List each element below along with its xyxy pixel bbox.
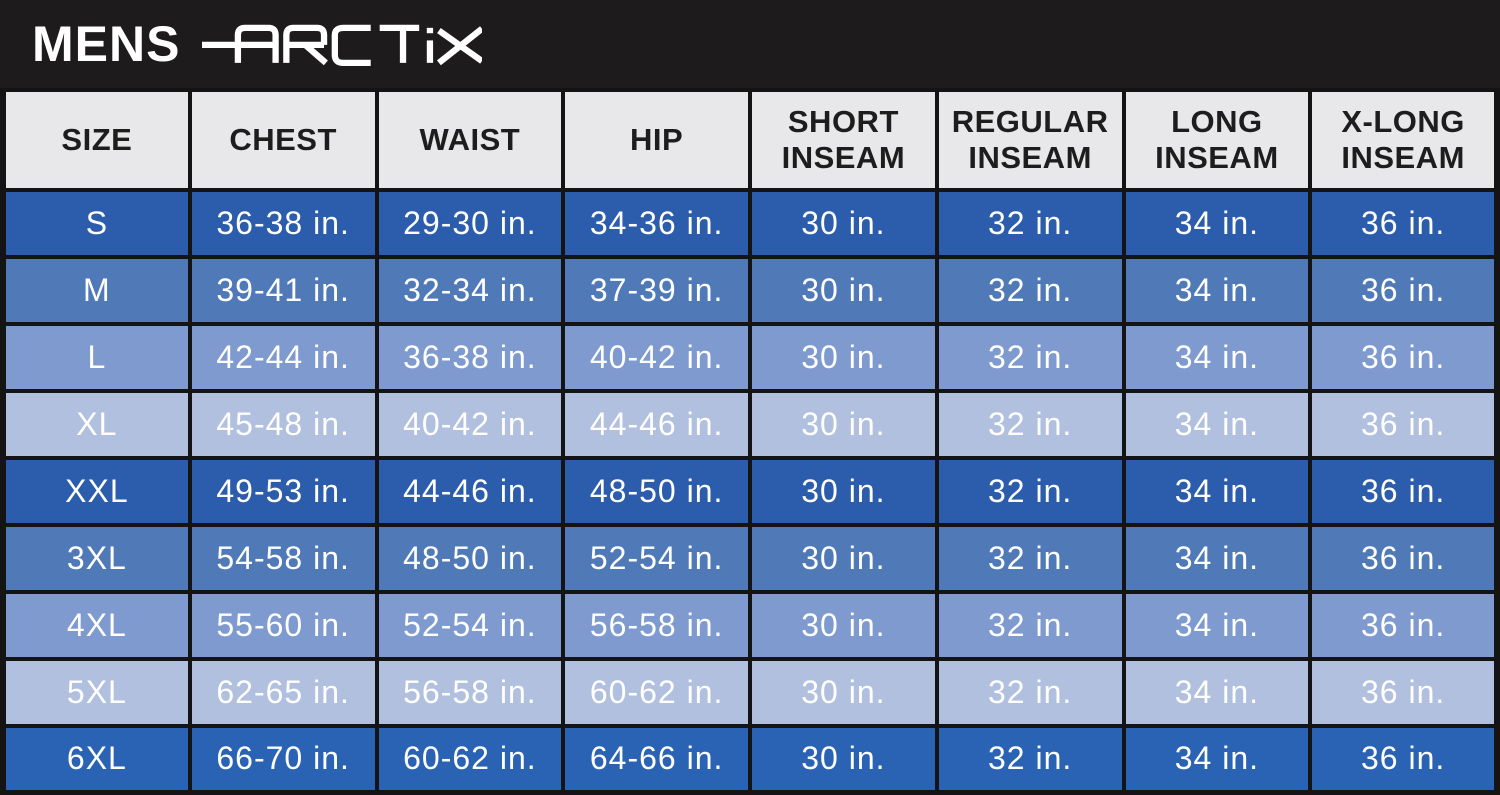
chest-cell: 54-58 in. [187, 523, 379, 594]
chest-cell: 45-48 in. [187, 389, 379, 460]
chest-cell: 36-38 in. [187, 188, 379, 259]
long-inseam-cell: 34 in. [1121, 188, 1313, 259]
long-inseam-cell: 34 in. [1121, 255, 1313, 326]
size-cell: 5XL [1, 657, 192, 728]
arctix-logo-glyphs [202, 24, 483, 66]
size-cell: 3XL [1, 523, 192, 594]
x-long-inseam-cell: 36 in. [1308, 188, 1499, 259]
size-cell: XXL [1, 456, 192, 527]
short-inseam-cell: 30 in. [748, 456, 939, 527]
column-header-x-long-inseam: X-LONG INSEAM [1308, 88, 1499, 192]
size-chart-table: SIZE CHEST WAIST HIP SHORT INSEAM REGULAR INS… [0, 88, 1500, 795]
long-inseam-cell: 34 in. [1121, 523, 1313, 594]
column-header-chest: CHEST [187, 88, 379, 192]
chest-cell: 55-60 in. [187, 590, 379, 661]
table-row-l: L 42-44 in. 36-38 in. 40-42 in. 30 in. 32 in.… [1, 322, 1499, 393]
size-cell: M [1, 255, 192, 326]
x-long-inseam-cell: 36 in. [1308, 255, 1499, 326]
x-long-inseam-cell: 36 in. [1308, 456, 1499, 527]
column-header-short-inseam: SHORT INSEAM [748, 88, 939, 192]
hip-cell: 48-50 in. [561, 456, 752, 527]
arctix-logo [202, 18, 483, 70]
chest-cell: 49-53 in. [187, 456, 379, 527]
long-inseam-cell: 34 in. [1121, 322, 1313, 393]
x-long-inseam-cell: 36 in. [1308, 523, 1499, 594]
mens-title: MENS [32, 16, 181, 72]
hip-cell: 56-58 in. [561, 590, 752, 661]
waist-cell: 52-54 in. [374, 590, 566, 661]
regular-inseam-cell: 32 in. [934, 590, 1126, 661]
short-inseam-cell: 30 in. [748, 724, 939, 795]
table-row-m: M 39-41 in. 32-34 in. 37-39 in. 30 in. 32 in.… [1, 255, 1499, 326]
regular-inseam-cell: 32 in. [934, 389, 1126, 460]
table-row-s: S 36-38 in. 29-30 in. 34-36 in. 30 in. 32 in.… [1, 188, 1499, 259]
chest-cell: 62-65 in. [187, 657, 379, 728]
hip-cell: 64-66 in. [561, 724, 752, 795]
size-cell: XL [1, 389, 192, 460]
short-inseam-cell: 30 in. [748, 389, 939, 460]
column-header-size: SIZE [1, 88, 192, 192]
long-inseam-cell: 34 in. [1121, 590, 1313, 661]
table-row-5xl: 5XL 62-65 in. 56-58 in. 60-62 in. 30 in. 32 i… [1, 657, 1499, 728]
table-row-xl: XL 45-48 in. 40-42 in. 44-46 in. 30 in. 32 in… [1, 389, 1499, 460]
waist-cell: 32-34 in. [374, 255, 566, 326]
short-inseam-cell: 30 in. [748, 523, 939, 594]
x-long-inseam-cell: 36 in. [1308, 724, 1499, 795]
waist-cell: 56-58 in. [374, 657, 566, 728]
chest-cell: 39-41 in. [187, 255, 379, 326]
long-inseam-cell: 34 in. [1121, 389, 1313, 460]
long-inseam-cell: 34 in. [1121, 456, 1313, 527]
regular-inseam-cell: 32 in. [934, 322, 1126, 393]
waist-cell: 44-46 in. [374, 456, 566, 527]
table-row-3xl: 3XL 54-58 in. 48-50 in. 52-54 in. 30 in. 32 i… [1, 523, 1499, 594]
size-chart-body: S 36-38 in. 29-30 in. 34-36 in. 30 in. 32 in.… [1, 188, 1499, 795]
long-inseam-cell: 34 in. [1121, 724, 1313, 795]
waist-cell: 48-50 in. [374, 523, 566, 594]
hip-cell: 60-62 in. [561, 657, 752, 728]
short-inseam-cell: 30 in. [748, 590, 939, 661]
waist-cell: 29-30 in. [374, 188, 566, 259]
column-header-regular-inseam: REGULAR INSEAM [934, 88, 1126, 192]
regular-inseam-cell: 32 in. [934, 456, 1126, 527]
size-cell: L [1, 322, 192, 393]
hip-cell: 34-36 in. [561, 188, 752, 259]
header-row: SIZE CHEST WAIST HIP SHORT INSEAM REGULAR INS… [1, 88, 1499, 192]
column-header-waist: WAIST [374, 88, 566, 192]
size-cell: 4XL [1, 590, 192, 661]
long-inseam-cell: 34 in. [1121, 657, 1313, 728]
x-long-inseam-cell: 36 in. [1308, 657, 1499, 728]
size-cell: 6XL [1, 724, 192, 795]
hip-cell: 44-46 in. [561, 389, 752, 460]
short-inseam-cell: 30 in. [748, 657, 939, 728]
x-long-inseam-cell: 36 in. [1308, 389, 1499, 460]
x-long-inseam-cell: 36 in. [1308, 322, 1499, 393]
waist-cell: 40-42 in. [374, 389, 566, 460]
table-row-xxl: XXL 49-53 in. 44-46 in. 48-50 in. 30 in. 32 i… [1, 456, 1499, 527]
size-chart-header: SIZE CHEST WAIST HIP SHORT INSEAM REGULAR INS… [1, 88, 1499, 192]
regular-inseam-cell: 32 in. [934, 657, 1126, 728]
hip-cell: 52-54 in. [561, 523, 752, 594]
regular-inseam-cell: 32 in. [934, 724, 1126, 795]
brand-banner: MENS [0, 0, 1500, 88]
waist-cell: 36-38 in. [374, 322, 566, 393]
chest-cell: 42-44 in. [187, 322, 379, 393]
size-cell: S [1, 188, 192, 259]
table-row-4xl: 4XL 55-60 in. 52-54 in. 56-58 in. 30 in. 32 i… [1, 590, 1499, 661]
column-header-hip: HIP [561, 88, 752, 192]
regular-inseam-cell: 32 in. [934, 255, 1126, 326]
chest-cell: 66-70 in. [187, 724, 379, 795]
regular-inseam-cell: 32 in. [934, 188, 1126, 259]
x-long-inseam-cell: 36 in. [1308, 590, 1499, 661]
regular-inseam-cell: 32 in. [934, 523, 1126, 594]
hip-cell: 37-39 in. [561, 255, 752, 326]
table-row-6xl: 6XL 66-70 in. 60-62 in. 64-66 in. 30 in. 32 i… [1, 724, 1499, 795]
column-header-long-inseam: LONG INSEAM [1121, 88, 1313, 192]
hip-cell: 40-42 in. [561, 322, 752, 393]
short-inseam-cell: 30 in. [748, 188, 939, 259]
short-inseam-cell: 30 in. [748, 255, 939, 326]
waist-cell: 60-62 in. [374, 724, 566, 795]
short-inseam-cell: 30 in. [748, 322, 939, 393]
